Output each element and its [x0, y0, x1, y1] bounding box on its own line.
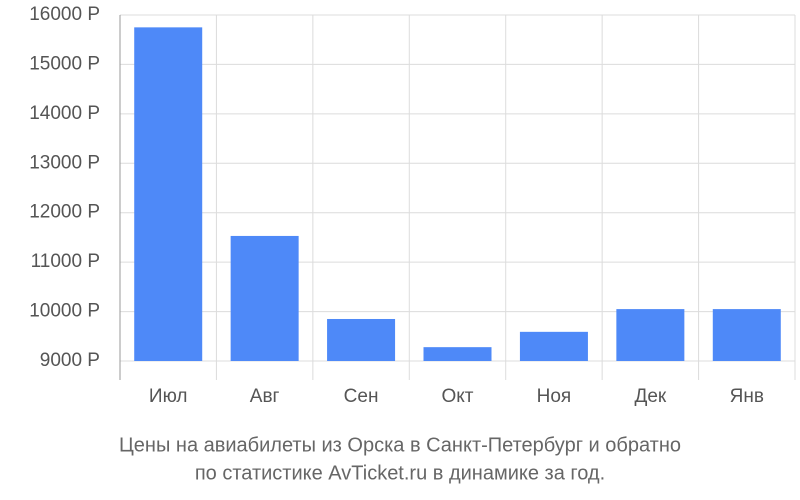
bar: [712, 309, 781, 361]
y-tick-label: 10000 Р: [29, 301, 100, 322]
y-tick-label: 16000 Р: [29, 4, 100, 25]
chart-title: по статистике AvTicket.ru в динамике за …: [195, 462, 605, 484]
y-tick-label: 14000 Р: [29, 103, 100, 124]
x-tick-label: Ноя: [537, 386, 572, 407]
x-tick-label: Сен: [344, 386, 379, 407]
x-tick-label: Дек: [634, 386, 666, 407]
chart-title: Цены на авиабилеты из Орска в Санкт-Пете…: [119, 434, 681, 456]
bar: [230, 235, 299, 361]
bar: [327, 318, 396, 361]
y-tick-label: 13000 Р: [29, 152, 100, 173]
x-tick-label: Июл: [149, 386, 188, 407]
y-tick-label: 9000 Р: [40, 350, 100, 371]
bar: [519, 331, 588, 361]
x-tick-label: Авг: [250, 386, 280, 407]
y-tick-label: 12000 Р: [29, 202, 100, 223]
bar: [423, 347, 492, 361]
y-tick-label: 15000 Р: [29, 53, 100, 74]
bar: [134, 27, 203, 361]
x-tick-label: Янв: [730, 386, 764, 407]
bar: [616, 309, 685, 361]
x-tick-label: Окт: [441, 386, 473, 407]
y-tick-label: 11000 Р: [31, 251, 100, 272]
